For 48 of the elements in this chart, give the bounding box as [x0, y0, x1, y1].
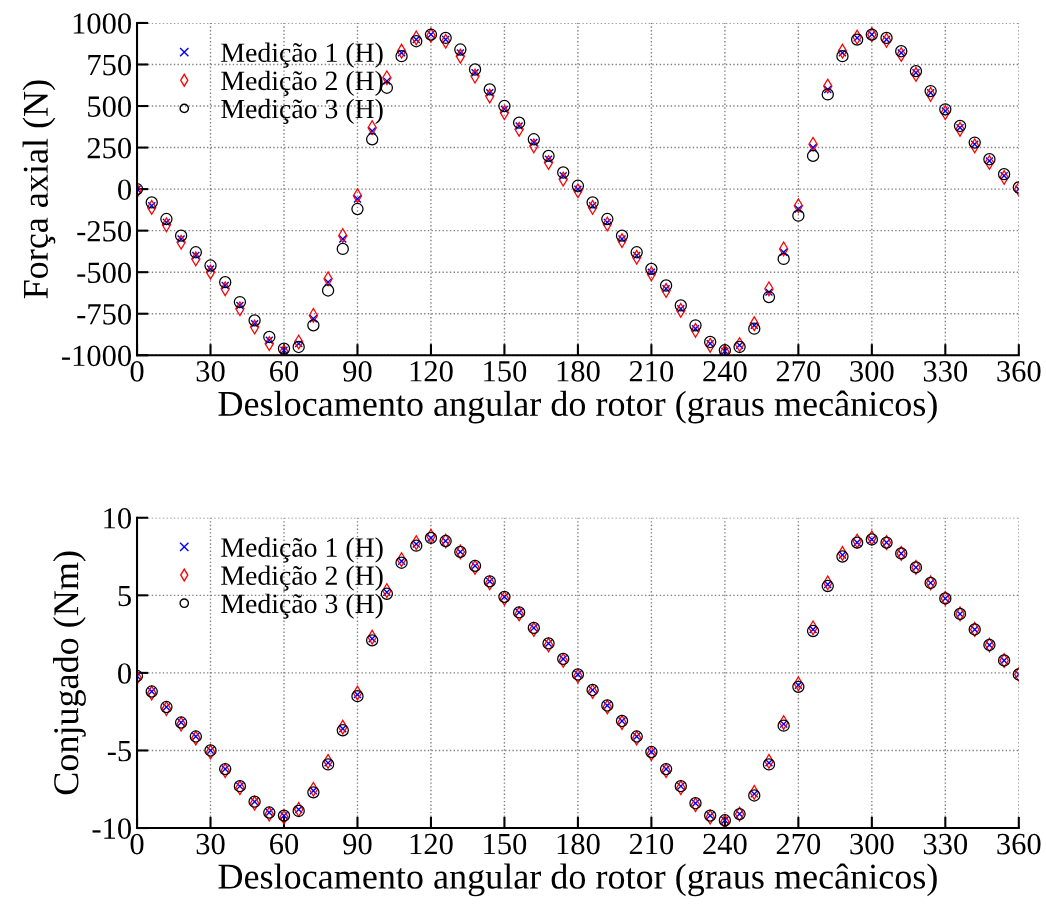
y-tick-label: 1000: [73, 13, 131, 34]
x-tick-label: 300: [850, 833, 894, 855]
x-tick-label: 210: [629, 361, 674, 382]
x-tick-label: 330: [923, 833, 968, 855]
legend-label: Medição 2 (H): [221, 565, 383, 591]
legend-label: Medição 3 (H): [221, 593, 383, 619]
x-tick-label: 30: [196, 361, 225, 382]
y-tick-label: 750: [88, 54, 131, 76]
x-tick-label: 90: [343, 833, 372, 855]
x-tick-label: 120: [410, 361, 453, 382]
x-tick-label: 90: [343, 361, 372, 382]
x-tick-label: 150: [484, 361, 527, 382]
y-tick-label: -5: [107, 741, 131, 762]
legend-label: Medição 1 (H): [221, 42, 383, 68]
x-tick-label: 360: [997, 833, 1041, 855]
y-tick-label: 10: [104, 508, 131, 529]
x-tick-label: 60: [270, 833, 299, 855]
x-tick-label: 360: [997, 361, 1041, 382]
y-tick-label: 0: [118, 179, 131, 201]
x-tick-label: 30: [196, 833, 225, 855]
y-tick-label: 5: [118, 585, 131, 607]
x-tick-label: 180: [557, 361, 600, 382]
x-tick-label: 240: [703, 361, 747, 382]
y-tick-label: -750: [77, 304, 131, 325]
x-tick-label: 150: [484, 833, 527, 855]
x-tick-label: 180: [557, 833, 600, 855]
x-tick-label: 60: [270, 361, 299, 382]
y-tick-label: -250: [77, 220, 131, 242]
x-axis-title: Deslocamento angular do rotor (graus mecânicos): [218, 863, 937, 897]
x-tick-label: 120: [410, 833, 453, 855]
y-axis-title: Força axial (N): [22, 80, 56, 299]
y-tick-label: 500: [88, 96, 131, 117]
legend-label: Medição 1 (H): [221, 537, 383, 563]
y-axis-title: Conjugado (Nm): [53, 551, 86, 795]
x-tick-label: 270: [776, 361, 821, 382]
x-tick-label: 300: [850, 361, 894, 382]
x-axis-title: Deslocamento angular do rotor (graus mecânicos): [218, 390, 937, 424]
legend-label: Medição 2 (H): [221, 70, 383, 96]
legend-label: Medição 3 (H): [221, 98, 383, 125]
x-tick-label: 210: [629, 833, 674, 855]
y-tick-label: -1000: [62, 345, 131, 367]
y-tick-label: 250: [87, 137, 131, 159]
y-tick-label: -10: [92, 818, 131, 839]
y-tick-label: -500: [77, 262, 131, 284]
x-tick-label: 330: [923, 361, 968, 382]
x-tick-label: 240: [703, 833, 747, 855]
x-tick-label: 270: [776, 833, 821, 855]
y-tick-label: 0: [118, 663, 131, 684]
